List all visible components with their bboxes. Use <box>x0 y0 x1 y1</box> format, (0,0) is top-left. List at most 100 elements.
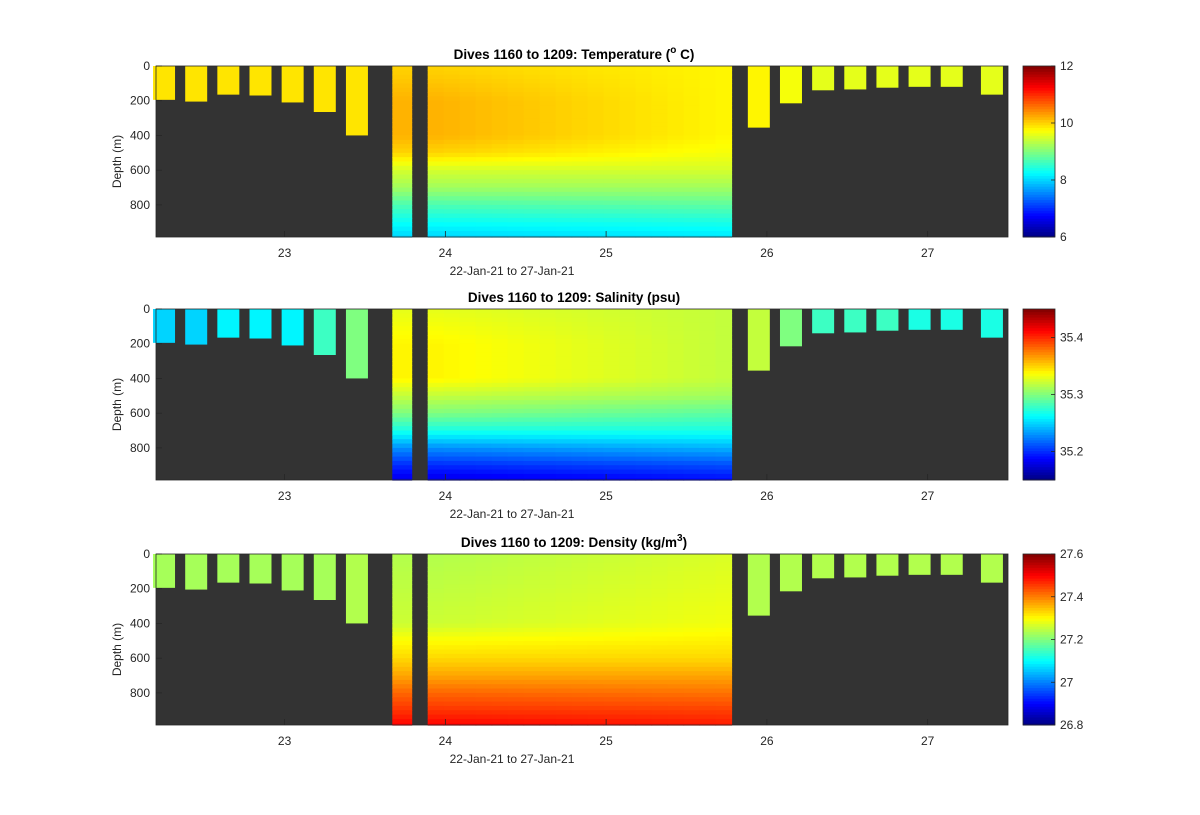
x-tick-label: 25 <box>599 489 613 503</box>
data-cell <box>392 204 413 210</box>
data-cell <box>603 170 621 176</box>
data-cell <box>683 335 701 340</box>
data-cell <box>699 421 717 427</box>
data-cell <box>475 183 493 189</box>
data-cell <box>699 139 717 145</box>
data-cell <box>571 369 589 375</box>
data-cell <box>683 562 701 568</box>
data-cell <box>683 714 701 720</box>
data-cell <box>715 619 733 625</box>
data-cell <box>555 710 573 716</box>
data-cell <box>635 200 653 206</box>
data-cell <box>555 365 573 371</box>
data-cell <box>651 157 669 163</box>
colorbar-segment <box>1023 322 1055 326</box>
data-cell <box>507 183 525 189</box>
data-cell <box>491 157 509 163</box>
data-cell <box>392 675 413 681</box>
data-cell <box>587 326 605 332</box>
data-cell <box>571 230 589 236</box>
data-cell <box>683 575 701 581</box>
data-cell <box>603 144 621 150</box>
data-cell <box>683 465 701 471</box>
data-cell <box>392 408 413 414</box>
data-cell <box>619 339 637 345</box>
data-cell <box>619 148 637 154</box>
data-cell <box>635 105 653 111</box>
data-cell <box>459 460 477 466</box>
data-cell <box>571 348 589 354</box>
data-cell <box>619 606 637 612</box>
data-cell <box>715 83 733 89</box>
data-cell <box>507 395 525 401</box>
x-tick-label: 27 <box>921 246 935 260</box>
data-cell <box>507 387 525 393</box>
data-cell <box>619 391 637 397</box>
data-cell <box>459 456 477 462</box>
data-cell <box>507 348 525 354</box>
data-cell <box>392 178 413 184</box>
data-cell <box>699 339 717 345</box>
data-cell <box>715 434 733 440</box>
data-cell <box>427 697 445 703</box>
data-cell <box>491 148 509 154</box>
data-cell <box>635 152 653 158</box>
data-cell <box>587 697 605 703</box>
data-cell <box>491 152 509 158</box>
data-cell <box>523 662 541 668</box>
data-cell <box>392 235 413 238</box>
data-cell <box>587 413 605 419</box>
data-cell <box>635 718 653 724</box>
data-cell <box>427 122 445 128</box>
data-cell <box>555 66 573 71</box>
data-cell <box>427 352 445 358</box>
data-cell <box>715 632 733 638</box>
colorbar-segment <box>1023 578 1055 582</box>
data-cell <box>427 649 445 655</box>
data-cell <box>635 671 653 677</box>
data-cell <box>603 658 621 664</box>
data-cell <box>539 684 557 690</box>
colorbar-segment <box>1023 68 1055 72</box>
data-cell <box>392 473 413 479</box>
data-cell <box>587 356 605 362</box>
data-cell <box>699 352 717 358</box>
data-cell <box>475 196 493 202</box>
data-cell <box>475 309 493 314</box>
data-cell <box>539 204 557 210</box>
data-cell <box>491 421 509 427</box>
data-cell <box>507 131 525 137</box>
colorbar-segment <box>1023 674 1055 678</box>
data-cell <box>427 196 445 202</box>
data-cell <box>715 113 733 119</box>
data-cell <box>635 688 653 694</box>
data-cell <box>443 640 461 646</box>
data-cell <box>443 74 461 80</box>
data-cell <box>587 688 605 694</box>
data-cell <box>427 144 445 150</box>
data-cell <box>587 447 605 453</box>
colorbar-segment <box>1023 706 1055 710</box>
data-cell <box>523 666 541 672</box>
data-cell <box>507 636 525 642</box>
data-cell <box>507 356 525 362</box>
data-cell <box>443 148 461 154</box>
data-cell <box>619 434 637 440</box>
data-cell <box>699 460 717 466</box>
data-cell <box>539 640 557 646</box>
data-cell <box>603 322 621 327</box>
data-cell <box>491 666 509 672</box>
data-cell <box>683 317 701 323</box>
data-cell <box>603 152 621 158</box>
data-cell <box>619 100 637 106</box>
data-cell <box>523 339 541 345</box>
data-cell <box>587 430 605 436</box>
data-cell <box>699 361 717 367</box>
data-cell <box>459 718 477 724</box>
data-cell <box>571 339 589 345</box>
data-cell <box>491 217 509 223</box>
data-cell <box>667 309 685 314</box>
data-cell <box>635 170 653 176</box>
data-cell <box>603 118 621 124</box>
data-cell <box>523 343 541 349</box>
